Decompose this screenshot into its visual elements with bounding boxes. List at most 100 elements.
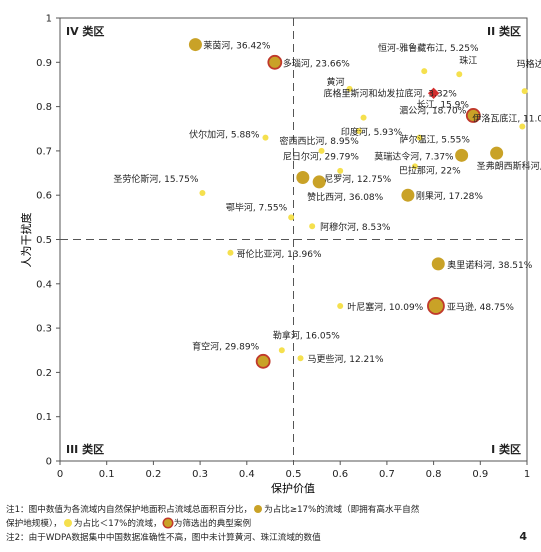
data-point-label: 密西西比河, 8.95% [280, 135, 360, 147]
data-point-label: 刚果河, 17.28% [416, 190, 483, 202]
scatter-chart: 0 0.1 0.2 0.3 0.4 0.5 0.6 0.7 0.8 0.9 1 0 0.1 0.2 0.3 0… [19, 14, 541, 496]
y-tick-label: 0.2 [36, 368, 52, 379]
y-tick-label: 0.7 [36, 146, 52, 157]
data-point-label: 底格里斯河和幼发拉底河, 3.32% [324, 88, 458, 100]
note-2-text-a: 保护地规模）， [6, 519, 62, 529]
y-tick-label: 0.4 [36, 279, 52, 290]
small-dot-icon [63, 519, 72, 527]
data-point-label: 莫瑞达令河, 7.37% [374, 150, 454, 162]
y-tick-label: 0.3 [36, 324, 52, 335]
data-point-label: 阿穆尔河, 8.53% [320, 221, 391, 233]
data-point [465, 108, 481, 123]
data-point-label: 赞比西河, 36.08% [307, 191, 383, 203]
data-point-label: 亚马逊, 48.75% [447, 302, 514, 313]
data-point [309, 223, 316, 230]
x-tick-label: 0 [57, 469, 63, 480]
data-point-label: 湄公河, 18.70% [399, 104, 466, 116]
y-axis-label: 人为干扰度 [19, 213, 33, 268]
quadrant-label: IV 类区 [66, 24, 104, 38]
quadrant-label: III 类区 [66, 442, 104, 456]
x-tick-label: 0.6 [332, 469, 348, 480]
data-point-label: 哥伦比亚河, 13.96% [236, 248, 321, 260]
data-point-label: 鄂毕河, 7.55% [226, 201, 288, 213]
x-tick-label: 0.9 [472, 469, 488, 480]
data-point [255, 353, 271, 369]
x-tick-label: 0.5 [286, 469, 302, 480]
data-point-label: 珠江 [459, 54, 477, 66]
note-1-text-b: 为占比≥17%的流域（即拥有高水平自然 [264, 505, 420, 515]
data-point-label: 奥里诺科河, 38.51% [447, 259, 532, 271]
note-3-text: 注2：由于WDPA数据集中中国数据准确性不高，图中未计算黄河、珠江流域的数值 [6, 533, 321, 543]
data-point-label: 勒拿河, 16.05% [273, 329, 340, 341]
x-axis-label: 保护价值 [271, 481, 315, 495]
data-point [355, 127, 362, 134]
data-point [360, 114, 367, 121]
typical-case-icon [163, 519, 172, 527]
note-2-text-b: 为占比＜17%的流域， [73, 519, 162, 529]
x-tick-label: 0.2 [145, 469, 161, 480]
quadrant-label: I 类区 [491, 442, 521, 456]
data-point [318, 147, 325, 154]
data-point [278, 347, 285, 354]
data-point [312, 175, 326, 189]
data-point [297, 355, 304, 362]
data-point [519, 123, 526, 130]
data-point-label: 印度河, 5.93% [341, 126, 403, 138]
data-point-label: 圣弗朗西斯科河, 44.02% [477, 160, 541, 172]
x-tick-label: 0.7 [379, 469, 395, 480]
data-point [455, 148, 469, 162]
note-1: 注1：图中数值为各流域内自然保护地面积占流域总面积百分比， 为占比≥17%的流域（… [6, 503, 419, 517]
note-2: 注2：由于WDPA数据集中中国数据准确性不高，图中未计算黄河、珠江流域的数值 [6, 531, 321, 545]
data-point-label: 尼罗河, 12.75% [324, 173, 391, 185]
y-tick-label: 1 [46, 14, 52, 25]
data-point [227, 249, 234, 256]
data-point-label: 黄河 [327, 76, 345, 88]
data-point-label: 马更些河, 12.21% [308, 353, 384, 365]
data-point [411, 163, 418, 170]
data-point [456, 71, 463, 78]
data-point-label: 多瑙河, 23.66% [283, 57, 350, 69]
data-point [521, 88, 528, 95]
data-point-label: 伊洛瓦底江, 11.05% [472, 113, 541, 125]
note-1-text-a: 注1：图中数值为各流域内自然保护地面积占流域总面积百分比， [6, 505, 253, 515]
data-point [337, 302, 344, 309]
data-point [267, 54, 283, 70]
data-point [401, 188, 415, 202]
data-point [337, 167, 344, 174]
y-tick-label: 0.6 [36, 191, 52, 202]
page-number: 4 [519, 530, 527, 543]
data-point-label: 尼日尔河, 29.79% [283, 150, 359, 162]
data-point-label: 巴拉那河, 22% [399, 164, 461, 176]
data-point-label: 玛格达莱纳河, 12.73% [517, 58, 541, 70]
data-point-label: 圣劳伦斯河, 15.75% [113, 173, 198, 185]
data-point-label: 莱茵河, 36.42% [203, 40, 270, 52]
data-point [416, 134, 423, 141]
data-point-label: 长江, 15.9% [417, 98, 470, 110]
x-tick-label: 1 [524, 469, 530, 480]
y-tick-label: 0.8 [36, 102, 52, 113]
x-tick-label: 0.1 [99, 469, 115, 480]
data-point-label: 萨尔温江, 5.55% [400, 134, 471, 146]
data-point [199, 189, 206, 196]
data-point [421, 68, 428, 75]
data-point [490, 146, 504, 160]
large-dot-icon [254, 505, 263, 513]
y-tick-label: 0.5 [36, 235, 52, 246]
x-tick-label: 0.3 [192, 469, 208, 480]
data-point [431, 257, 445, 271]
x-tick-label: 0.4 [239, 469, 255, 480]
data-point [188, 38, 202, 52]
x-tick-label: 0.8 [426, 469, 442, 480]
data-point [427, 297, 445, 315]
y-tick-label: 0 [46, 457, 52, 468]
data-point [288, 214, 295, 221]
data-point-label: 恒河-雅鲁藏布江, 5.25% [378, 42, 479, 54]
data-point [346, 85, 353, 92]
data-point [262, 134, 269, 141]
quadrant-label: II 类区 [487, 24, 521, 38]
data-point-label: 伏尔加河, 5.88% [189, 129, 260, 141]
data-point-label: 育空河, 29.89% [192, 340, 259, 352]
note-2-text-c: 为筛选出的典型案例 [173, 519, 252, 529]
data-point-label: 叶尼塞河, 10.09% [347, 301, 423, 313]
y-tick-label: 0.9 [36, 58, 52, 69]
